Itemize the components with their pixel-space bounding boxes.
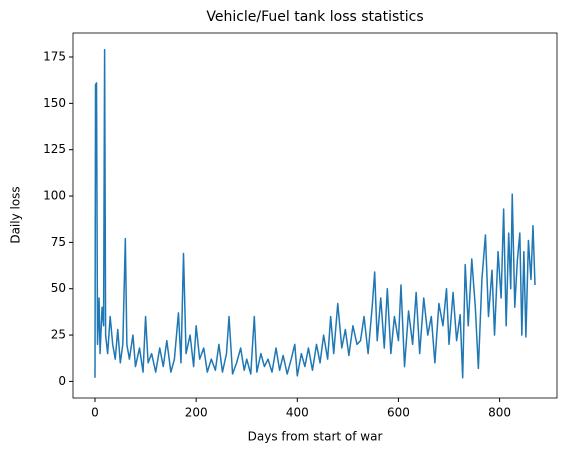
y-tick-label: 50 bbox=[51, 281, 66, 295]
chart-title: Vehicle/Fuel tank loss statistics bbox=[206, 9, 423, 25]
y-tick-label: 125 bbox=[43, 142, 66, 156]
data-line bbox=[94, 48, 536, 379]
y-tick-label: 25 bbox=[51, 328, 66, 342]
x-tick-label: 200 bbox=[185, 406, 208, 420]
y-axis-label: Daily loss bbox=[9, 186, 23, 243]
plot-frame bbox=[72, 32, 558, 399]
y-tick-label: 100 bbox=[43, 189, 66, 203]
x-axis-label: Days from start of war bbox=[248, 430, 383, 444]
x-tick-label: 400 bbox=[286, 406, 309, 420]
y-tick-label: 175 bbox=[43, 50, 66, 64]
y-tick-label: 150 bbox=[43, 96, 66, 110]
x-tick-label: 600 bbox=[387, 406, 410, 420]
y-tick-label: 0 bbox=[58, 374, 66, 388]
y-tick-label: 75 bbox=[51, 235, 66, 249]
x-tick-label: 800 bbox=[488, 406, 511, 420]
x-tick-label: 0 bbox=[91, 406, 99, 420]
